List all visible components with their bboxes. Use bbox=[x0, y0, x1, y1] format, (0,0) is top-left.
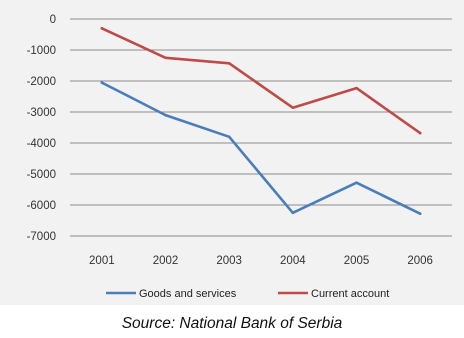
x-tick-label: 2002 bbox=[153, 255, 179, 267]
data-point bbox=[100, 27, 104, 30]
x-tick-label: 2004 bbox=[280, 255, 306, 267]
data-point bbox=[164, 113, 167, 117]
data-point bbox=[418, 131, 422, 135]
data-point bbox=[355, 181, 358, 184]
y-tick-label: -2000 bbox=[27, 76, 56, 88]
data-point bbox=[291, 106, 295, 109]
data-point bbox=[291, 211, 295, 215]
series-lines bbox=[100, 26, 422, 215]
y-tick-label: -6000 bbox=[27, 200, 56, 212]
y-tick-label: -3000 bbox=[27, 107, 56, 119]
x-tick-label: 2005 bbox=[344, 255, 370, 267]
legend-label: Current account bbox=[311, 288, 389, 300]
data-point bbox=[100, 81, 104, 84]
y-tick-label: -1000 bbox=[27, 45, 56, 57]
legend: Goods and services Current account bbox=[106, 288, 389, 300]
legend-label: Goods and services bbox=[139, 288, 237, 300]
data-point bbox=[227, 62, 231, 65]
x-axis-tick-labels: 2001 2002 2003 2004 2005 2006 bbox=[89, 255, 433, 267]
data-point bbox=[227, 135, 231, 139]
y-axis-tick-labels: 0 -1000 -2000 -3000 -4000 -5000 -6000 -7000 bbox=[27, 14, 56, 243]
chart-frame: 0 -1000 -2000 -3000 -4000 -5000 -6000 -7000 200… bbox=[0, 0, 464, 305]
y-tick-label: -4000 bbox=[27, 138, 56, 150]
x-tick-label: 2006 bbox=[407, 255, 433, 267]
y-tick-label: -5000 bbox=[27, 169, 56, 181]
y-tick-label: -7000 bbox=[27, 231, 56, 243]
series-line-0 bbox=[100, 81, 422, 215]
line-chart: 0 -1000 -2000 -3000 -4000 -5000 -6000 -7000 200… bbox=[27, 14, 452, 300]
data-point bbox=[418, 212, 422, 215]
x-tick-label: 2001 bbox=[89, 255, 115, 267]
data-point bbox=[355, 86, 358, 90]
gridlines bbox=[70, 18, 452, 237]
series-line-1 bbox=[100, 26, 422, 135]
source-caption: Source: National Bank of Serbia bbox=[121, 315, 343, 332]
x-tick-label: 2003 bbox=[216, 255, 242, 267]
data-point bbox=[164, 56, 167, 60]
y-tick-label: 0 bbox=[50, 14, 56, 26]
